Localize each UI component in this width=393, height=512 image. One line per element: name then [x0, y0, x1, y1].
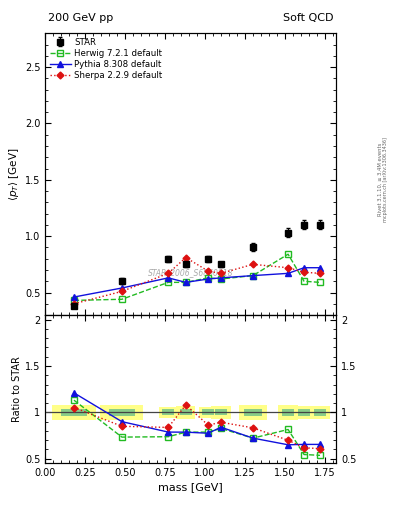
Bar: [211, 406, 231, 419]
Bar: [310, 406, 330, 419]
Sherpa 2.2.9 default: [302, 269, 307, 275]
Herwig 7.2.1 default: [184, 280, 188, 286]
Pythia 8.308 default: [219, 275, 223, 281]
Bar: [52, 405, 95, 420]
Pythia 8.308 default: [286, 270, 290, 276]
Herwig 7.2.1 default: [219, 276, 223, 282]
Pythia 8.308 default: [166, 275, 171, 281]
Pythia 8.308 default: [184, 280, 188, 286]
Legend: STAR, Herwig 7.2.1 default, Pythia 8.308 default, Sherpa 2.2.9 default: STAR, Herwig 7.2.1 default, Pythia 8.308…: [48, 36, 164, 82]
Y-axis label: Ratio to STAR: Ratio to STAR: [12, 356, 22, 422]
Herwig 7.2.1 default: [166, 280, 171, 286]
Herwig 7.2.1 default: [206, 275, 211, 281]
Bar: [159, 407, 178, 418]
Bar: [198, 407, 218, 418]
Bar: [176, 406, 195, 419]
Herwig 7.2.1 default: [119, 296, 124, 303]
Text: mcplots.cern.ch [arXiv:1306.3436]: mcplots.cern.ch [arXiv:1306.3436]: [383, 137, 387, 222]
Text: Soft QCD: Soft QCD: [283, 13, 333, 24]
Bar: [61, 409, 87, 416]
Bar: [314, 409, 326, 416]
Herwig 7.2.1 default: [72, 297, 76, 304]
Bar: [239, 405, 267, 420]
Sherpa 2.2.9 default: [166, 270, 171, 276]
Bar: [162, 410, 174, 415]
Bar: [298, 409, 310, 416]
Pythia 8.308 default: [318, 265, 322, 271]
Pythia 8.308 default: [251, 272, 255, 279]
Text: Rivet 3.1.10, ≥ 3.4M events: Rivet 3.1.10, ≥ 3.4M events: [378, 142, 383, 216]
Pythia 8.308 default: [206, 276, 211, 282]
Herwig 7.2.1 default: [286, 251, 290, 257]
Sherpa 2.2.9 default: [184, 254, 188, 261]
Sherpa 2.2.9 default: [119, 288, 124, 294]
Text: 200 GeV pp: 200 GeV pp: [48, 13, 113, 24]
Bar: [109, 409, 135, 416]
Bar: [215, 409, 227, 415]
Sherpa 2.2.9 default: [72, 301, 76, 307]
Bar: [100, 404, 143, 420]
Line: Herwig 7.2.1 default: Herwig 7.2.1 default: [71, 251, 323, 304]
Text: STAR_2006_S6860818: STAR_2006_S6860818: [148, 268, 233, 278]
Line: Pythia 8.308 default: Pythia 8.308 default: [71, 265, 323, 300]
Bar: [244, 409, 262, 416]
Pythia 8.308 default: [72, 294, 76, 300]
Y-axis label: $\langle p_T \rangle$ [GeV]: $\langle p_T \rangle$ [GeV]: [7, 147, 21, 201]
X-axis label: mass [GeV]: mass [GeV]: [158, 482, 223, 493]
Herwig 7.2.1 default: [318, 280, 322, 286]
Bar: [180, 409, 191, 415]
Sherpa 2.2.9 default: [219, 270, 223, 276]
Bar: [202, 410, 214, 415]
Herwig 7.2.1 default: [302, 278, 307, 284]
Bar: [279, 405, 298, 419]
Sherpa 2.2.9 default: [318, 270, 322, 276]
Line: Sherpa 2.2.9 default: Sherpa 2.2.9 default: [72, 255, 323, 306]
Bar: [294, 406, 314, 419]
Bar: [282, 409, 294, 416]
Sherpa 2.2.9 default: [286, 265, 290, 271]
Herwig 7.2.1 default: [251, 272, 255, 279]
Pythia 8.308 default: [302, 265, 307, 271]
Sherpa 2.2.9 default: [206, 268, 211, 274]
Sherpa 2.2.9 default: [251, 261, 255, 267]
Pythia 8.308 default: [119, 285, 124, 291]
